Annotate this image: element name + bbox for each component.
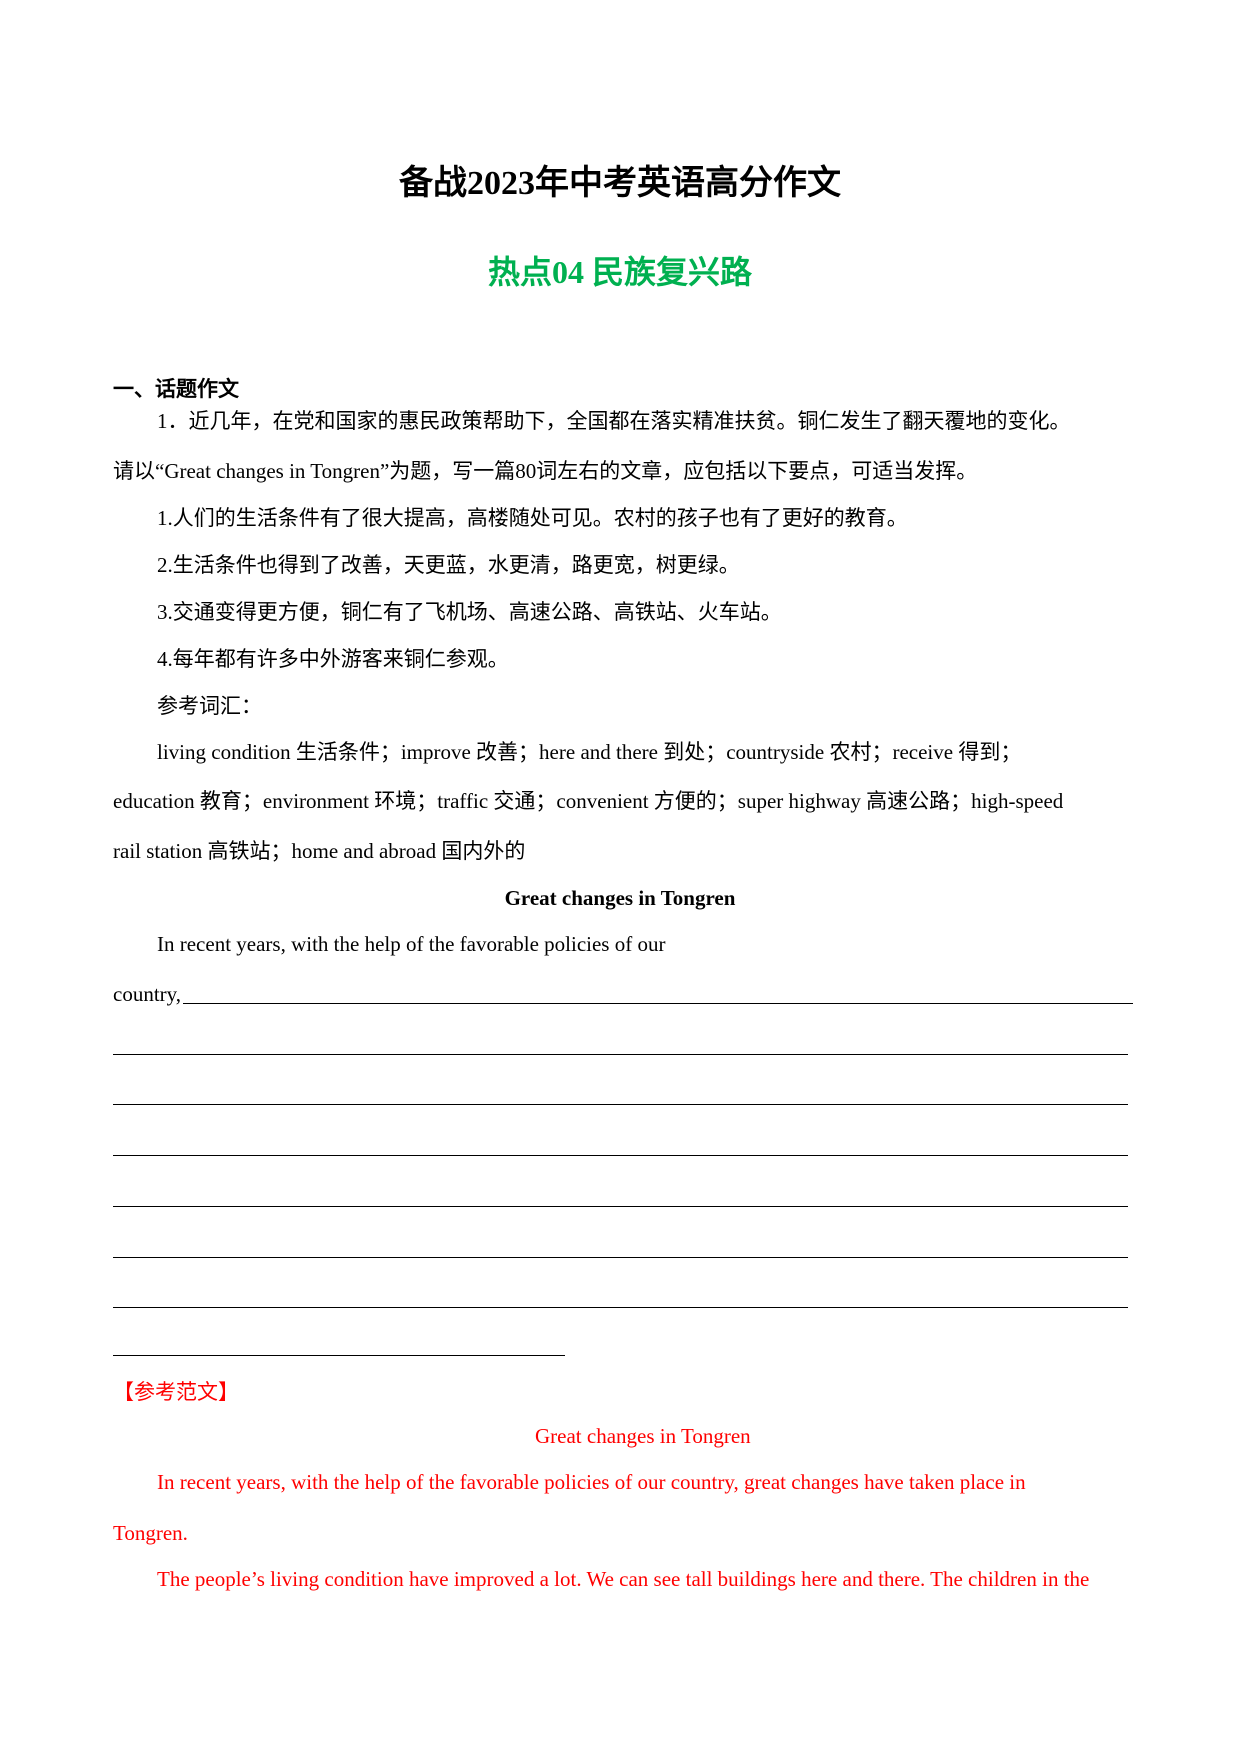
point-3: 3.交通变得更方便，铜仁有了飞机场、高速公路、高铁站、火车站。 (157, 600, 782, 624)
sample-line-2: Tongren. (113, 1521, 188, 1545)
essay-opening: In recent years, with the help of the fa… (157, 932, 666, 956)
vocab-line-3: rail station 高铁站；home and abroad 国内外的 (113, 839, 526, 863)
vocab-label: 参考词汇： (157, 694, 262, 718)
answer-line (113, 1155, 1128, 1156)
answer-line (113, 1307, 1128, 1308)
section-heading: 一、话题作文 (113, 377, 239, 401)
document-title: 备战2023年中考英语高分作文 (399, 165, 841, 202)
document-subtitle: 热点04 民族复兴路 (487, 254, 752, 290)
answer-line (113, 1054, 1128, 1055)
prompt-line-2: 请以“Great changes in Tongren”为题，写一篇80词左右的… (113, 459, 978, 483)
sample-title: Great changes in Tongren (535, 1424, 751, 1448)
answer-line (113, 1257, 1128, 1258)
essay-continuation: country, (113, 982, 182, 1006)
answer-line (113, 1355, 565, 1356)
vocab-line-1: living condition 生活条件；improve 改善；here an… (157, 740, 1022, 764)
point-4: 4.每年都有许多中外游客来铜仁参观。 (157, 647, 509, 671)
essay-title: Great changes in Tongren (504, 886, 736, 910)
answer-line (113, 1104, 1128, 1105)
sample-line-3: The people’s living condition have impro… (157, 1567, 1090, 1591)
vocab-line-2: education 教育；environment 环境；traffic 交通；c… (113, 789, 1064, 813)
point-1: 1.人们的生活条件有了很大提高，高楼随处可见。农村的孩子也有了更好的教育。 (157, 506, 908, 530)
answer-line (183, 1003, 1133, 1004)
sample-label: 【参考范文】 (113, 1380, 239, 1404)
sample-line-1: In recent years, with the help of the fa… (157, 1470, 1026, 1494)
prompt-line-1: 1．近几年，在党和国家的惠民政策帮助下，全国都在落实精准扶贫。铜仁发生了翻天覆地… (157, 409, 1071, 433)
point-2: 2.生活条件也得到了改善，天更蓝，水更清，路更宽，树更绿。 (157, 553, 740, 577)
answer-line (113, 1206, 1128, 1207)
